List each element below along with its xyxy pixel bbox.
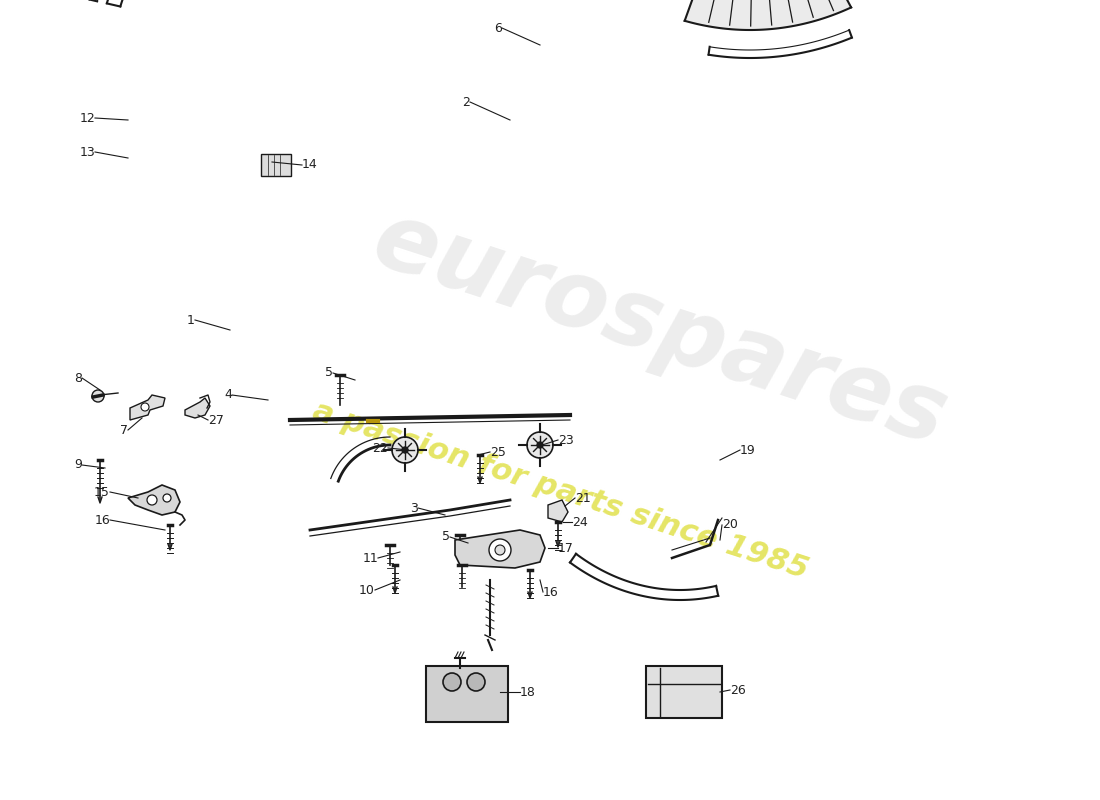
Circle shape — [495, 545, 505, 555]
Circle shape — [443, 673, 461, 691]
FancyBboxPatch shape — [646, 666, 722, 718]
Circle shape — [163, 494, 170, 502]
Text: 26: 26 — [730, 683, 746, 697]
Text: 10: 10 — [359, 583, 375, 597]
Polygon shape — [455, 530, 544, 568]
Text: 24: 24 — [572, 515, 587, 529]
FancyBboxPatch shape — [261, 154, 292, 176]
Text: 6: 6 — [494, 22, 502, 34]
Text: 19: 19 — [740, 443, 756, 457]
Text: 7: 7 — [120, 423, 128, 437]
Text: 22: 22 — [372, 442, 388, 454]
Circle shape — [147, 495, 157, 505]
Circle shape — [490, 539, 512, 561]
Text: 23: 23 — [558, 434, 574, 446]
Text: 1: 1 — [187, 314, 195, 326]
Circle shape — [392, 437, 418, 463]
Text: 14: 14 — [302, 158, 318, 171]
Circle shape — [468, 673, 485, 691]
Polygon shape — [684, 0, 851, 30]
Text: a passion for parts since 1985: a passion for parts since 1985 — [308, 396, 812, 584]
Text: 3: 3 — [410, 502, 418, 514]
Text: 2: 2 — [462, 95, 470, 109]
Polygon shape — [130, 395, 165, 420]
Text: 17: 17 — [558, 542, 574, 554]
Polygon shape — [128, 485, 180, 515]
Text: 16: 16 — [95, 514, 110, 526]
Text: 11: 11 — [362, 551, 378, 565]
Circle shape — [92, 390, 104, 402]
Text: 15: 15 — [95, 486, 110, 498]
Text: 16: 16 — [543, 586, 559, 598]
Circle shape — [527, 432, 553, 458]
Text: 18: 18 — [520, 686, 536, 698]
Text: eurospares: eurospares — [362, 194, 958, 466]
Text: 12: 12 — [79, 111, 95, 125]
Text: 27: 27 — [208, 414, 224, 426]
Text: 25: 25 — [490, 446, 506, 458]
Text: 13: 13 — [79, 146, 95, 158]
FancyBboxPatch shape — [426, 666, 508, 722]
Text: 20: 20 — [722, 518, 738, 531]
Text: 5: 5 — [324, 366, 333, 379]
Circle shape — [537, 442, 543, 448]
Circle shape — [402, 447, 408, 453]
Text: 8: 8 — [74, 371, 82, 385]
Text: 5: 5 — [442, 530, 450, 543]
Text: 21: 21 — [575, 491, 591, 505]
Circle shape — [141, 403, 149, 411]
Polygon shape — [185, 398, 210, 418]
Polygon shape — [548, 500, 568, 522]
Text: 4: 4 — [224, 389, 232, 402]
Text: 9: 9 — [74, 458, 82, 471]
